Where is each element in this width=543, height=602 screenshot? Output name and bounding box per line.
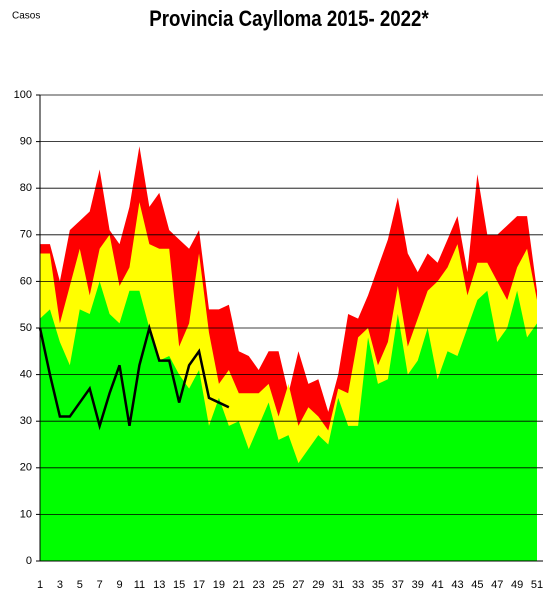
y-tick-label: 90 [20,136,32,148]
x-tick-label: 31 [332,579,344,591]
y-tick-label: 50 [20,322,32,334]
x-tick-label: 49 [511,579,523,591]
x-tick-label: 5 [77,579,83,591]
x-tick-label: 25 [272,579,284,591]
x-tick-label: 19 [213,579,225,591]
x-tick-label: 45 [471,579,483,591]
y-tick-label: 80 [20,182,32,194]
y-tick-label: 30 [20,415,32,427]
x-tick-label: 7 [97,579,103,591]
x-tick-label: 37 [392,579,404,591]
x-tick-label: 35 [372,579,384,591]
y-tick-label: 20 [20,462,32,474]
y-tick-label: 10 [20,508,32,520]
y-tick-label: 60 [20,275,32,287]
y-tick-label: 70 [20,229,32,241]
x-tick-label: 11 [134,579,145,591]
y-tick-label: 100 [14,89,32,101]
x-tick-label: 29 [312,579,324,591]
x-tick-label: 3 [57,579,63,591]
y-tick-label: 40 [20,369,32,381]
x-tick-label: 9 [116,579,122,591]
x-tick-label: 17 [193,579,205,591]
chart-title: Provincia Caylloma 2015- 2022* [149,7,429,31]
x-tick-label: 47 [491,579,503,591]
x-tick-label: 43 [451,579,463,591]
x-tick-label: 27 [292,579,304,591]
x-tick-label: 39 [412,579,424,591]
line [38,323,230,431]
x-tick-label: 21 [233,579,245,591]
y-axis-label: Casos [12,11,40,22]
area [40,281,537,561]
x-tick-label: 51 [531,579,543,591]
y-tick-label: 0 [26,555,32,567]
x-tick-label: 1 [37,579,43,591]
x-tick-label: 13 [153,579,165,591]
x-tick-label: 23 [253,579,265,591]
x-tick-label: 41 [431,579,443,591]
x-tick-label: 33 [352,579,364,591]
x-tick-label: 15 [173,579,185,591]
